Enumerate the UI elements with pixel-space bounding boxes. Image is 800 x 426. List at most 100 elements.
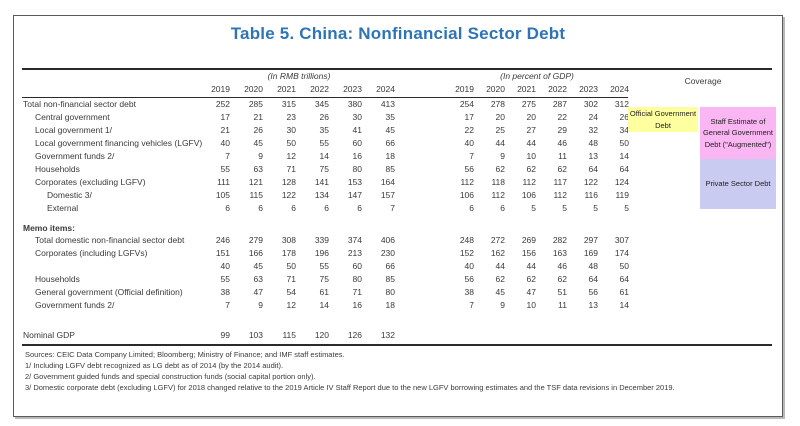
pct-cell: 118 — [491, 177, 505, 187]
pct-cell: 34 — [619, 125, 629, 135]
rmb-cell: 71 — [286, 274, 296, 284]
table-title: Table 5. China: Nonfinancial Sector Debt — [230, 24, 566, 43]
rmb-cell: 153 — [347, 177, 362, 187]
row-label: Government funds 2/ — [35, 151, 115, 161]
rmb-cell: 105 — [215, 190, 230, 200]
pct-cell: 20 — [495, 112, 505, 122]
pct-cell: 14 — [619, 300, 629, 310]
rmb-cell: 50 — [286, 138, 296, 148]
rmb-cell: 230 — [380, 248, 395, 258]
row-label: Central government — [35, 112, 110, 122]
pct-cell: 282 — [552, 235, 567, 245]
rmb-cell: 55 — [220, 164, 230, 174]
pct-cell: 269 — [521, 235, 536, 245]
rmb-cell: 380 — [347, 99, 362, 109]
rmb-cell: 54 — [286, 287, 296, 297]
pct-cell: 112 — [491, 190, 505, 200]
pct-cell: 6 — [500, 203, 505, 213]
pct-cell: 169 — [583, 248, 598, 258]
pct-cell: 46 — [557, 138, 567, 148]
year-label: 2024 — [376, 84, 395, 94]
rmb-cell: 121 — [248, 177, 263, 187]
pct-cell: 62 — [557, 274, 567, 284]
rmb-cell: 151 — [215, 248, 230, 258]
rmb-cell: 132 — [380, 330, 395, 340]
rmb-cell: 6 — [357, 203, 362, 213]
pct-cell: 116 — [584, 190, 598, 200]
pct-cell: 44 — [526, 138, 536, 148]
pct-cell: 312 — [614, 99, 629, 109]
rmb-cell: 55 — [319, 138, 329, 148]
row-label: Domestic 3/ — [47, 190, 92, 200]
pct-cell: 64 — [619, 274, 629, 284]
rmb-cell: 9 — [258, 300, 263, 310]
pct-cell: 278 — [490, 99, 505, 109]
rmb-cell: 75 — [319, 274, 329, 284]
pct-cell: 117 — [553, 177, 567, 187]
rmb-cell: 12 — [286, 300, 296, 310]
row-label: Total domestic non-financial sector debt — [35, 235, 185, 245]
pct-cell: 112 — [460, 177, 474, 187]
rmb-cell: 14 — [319, 151, 329, 161]
row-label: Local government financing vehicles (LGF… — [35, 138, 203, 148]
rmb-cell: 128 — [281, 177, 296, 187]
rmb-cell: 374 — [347, 235, 362, 245]
rmb-cell: 55 — [319, 261, 329, 271]
rmb-cell: 55 — [220, 274, 230, 284]
pct-cell: 163 — [552, 248, 567, 258]
rmb-cell: 6 — [225, 203, 230, 213]
rmb-cell: 45 — [385, 125, 395, 135]
rmb-cell: 157 — [380, 190, 395, 200]
rmb-cell: 75 — [319, 164, 329, 174]
rmb-cell: 45 — [253, 138, 263, 148]
rmb-cell: 45 — [253, 261, 263, 271]
rmb-cell: 164 — [380, 177, 395, 187]
pct-cell: 112 — [522, 177, 536, 187]
rmb-cell: 35 — [385, 112, 395, 122]
rmb-cell: 315 — [281, 99, 296, 109]
pct-cell: 64 — [588, 274, 598, 284]
pct-cell: 13 — [588, 300, 598, 310]
rmb-cell: 41 — [352, 125, 362, 135]
rmb-cell: 71 — [352, 287, 362, 297]
row-label: General government (Official definition) — [35, 287, 183, 297]
rmb-cell: 7 — [390, 203, 395, 213]
pct-cell: 22 — [557, 112, 567, 122]
pct-cell: 14 — [619, 151, 629, 161]
rmb-cell: 252 — [215, 99, 230, 109]
pct-cell: 119 — [615, 190, 629, 200]
pct-cell: 106 — [459, 190, 474, 200]
rmb-cell: 66 — [385, 261, 395, 271]
rmb-cell: 63 — [253, 164, 263, 174]
pct-cell: 7 — [469, 300, 474, 310]
rmb-cell: 279 — [248, 235, 263, 245]
rmb-cell: 115 — [249, 190, 263, 200]
pct-cell: 64 — [619, 164, 629, 174]
pct-cell: 5 — [562, 203, 567, 213]
rmb-cell: 6 — [291, 203, 296, 213]
year-label: 2019 — [211, 84, 230, 94]
rmb-cell: 134 — [314, 190, 329, 200]
rmb-cell: 61 — [319, 287, 329, 297]
rmb-cell: 7 — [225, 300, 230, 310]
pct-cell: 122 — [583, 177, 598, 187]
year-label: 2020 — [486, 84, 505, 94]
footnote-1: 1/ Including LGFV debt recognized as LG … — [25, 361, 284, 370]
rmb-cell: 38 — [220, 287, 230, 297]
percent-gdp-group-header: (In percent of GDP) — [500, 71, 574, 81]
rmb-cell: 285 — [248, 99, 263, 109]
bottom-rule — [22, 344, 772, 346]
row-label: Households — [35, 274, 80, 284]
row-label: Corporates (including LGFVs) — [35, 248, 148, 258]
rmb-cell: 14 — [319, 300, 329, 310]
row-label: Households — [35, 164, 80, 174]
pct-cell: 24 — [588, 112, 598, 122]
private-sector-debt-box: Private Sector Debt — [700, 159, 776, 209]
pct-cell: 297 — [583, 235, 598, 245]
pct-cell: 47 — [526, 287, 536, 297]
pct-cell: 32 — [588, 125, 598, 135]
rmb-cell: 80 — [352, 164, 362, 174]
rmb-cell: 122 — [281, 190, 296, 200]
rmb-cell: 166 — [248, 248, 263, 258]
pct-cell: 254 — [459, 99, 474, 109]
